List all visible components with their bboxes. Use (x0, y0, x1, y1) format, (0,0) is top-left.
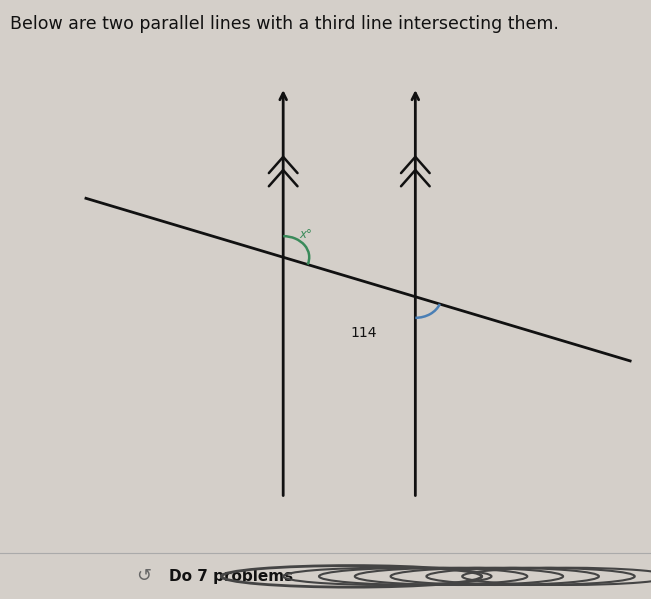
Text: x°: x° (299, 228, 312, 241)
Text: ↺: ↺ (135, 567, 151, 585)
Text: Do 7 problems: Do 7 problems (169, 569, 293, 584)
Text: 114: 114 (350, 326, 377, 340)
Text: Below are two parallel lines with a third line intersecting them.: Below are two parallel lines with a thir… (10, 15, 559, 33)
